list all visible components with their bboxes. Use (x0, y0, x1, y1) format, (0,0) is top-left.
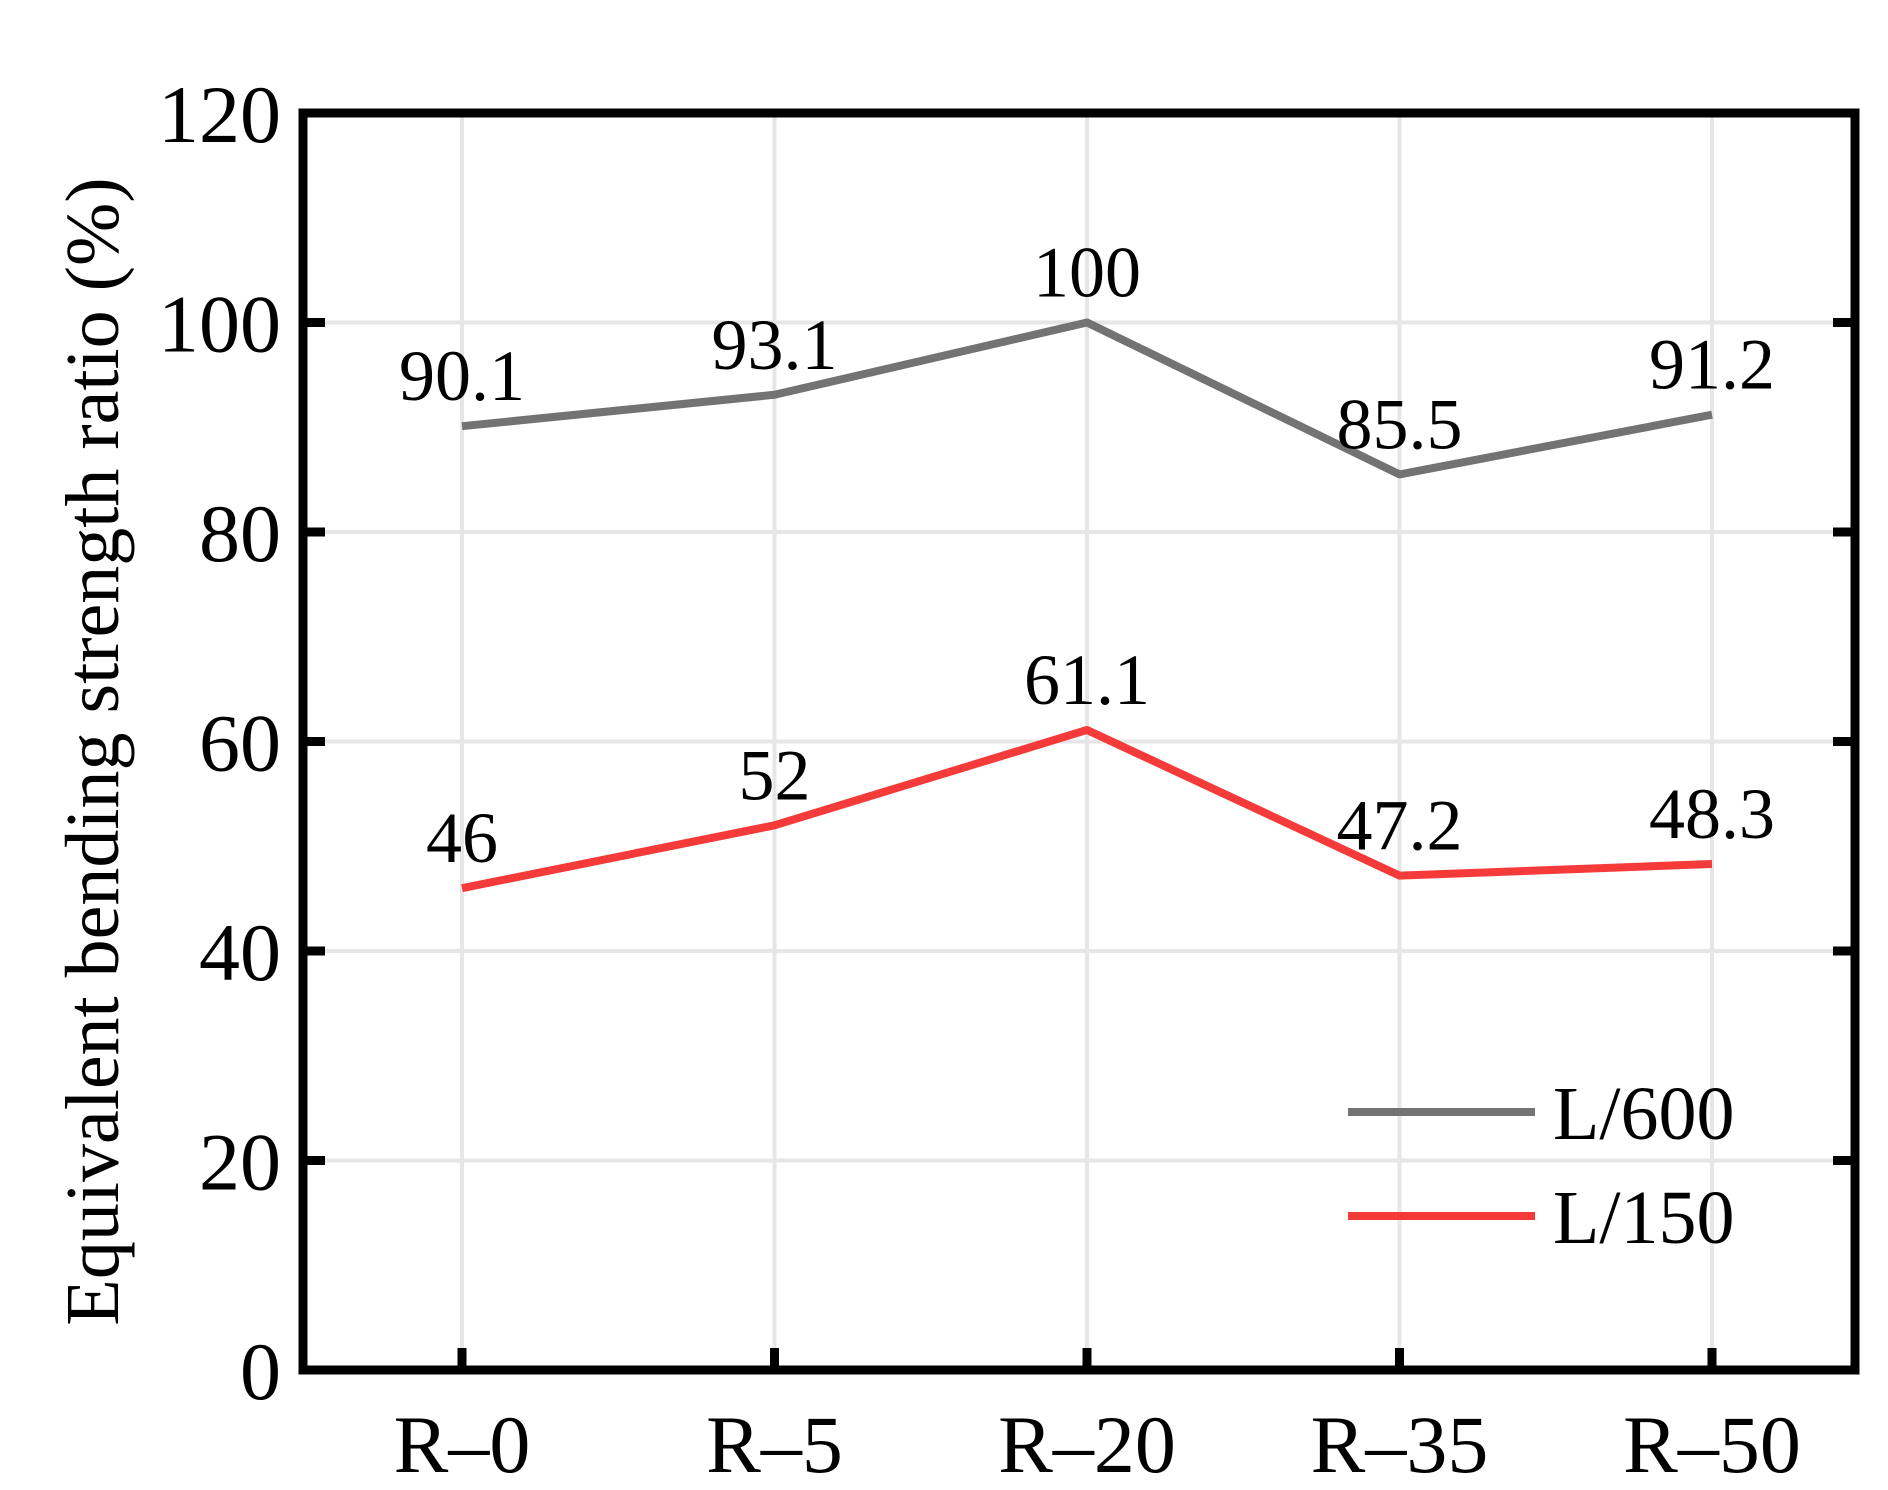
y-tick-label: 40 (199, 907, 281, 998)
legend-label: L/150 (1553, 1176, 1735, 1260)
data-label: 47.2 (1337, 786, 1463, 866)
series-layer (461, 318, 1713, 893)
data-labels: 90.1 93.1 100 85.5 91.2 46 52 61.1 47.2 48.3 (399, 233, 1775, 879)
y-tick-label: 0 (240, 1326, 281, 1417)
data-label: 93.1 (712, 305, 838, 385)
x-tick-label: R–0 (394, 1399, 531, 1490)
data-label: 91.2 (1649, 325, 1775, 405)
y-axis-title: Equivalent bending strength ratio (%) (51, 177, 135, 1325)
y-tick-label: 80 (199, 488, 281, 579)
data-label: 46 (426, 798, 498, 878)
data-label: 52 (739, 735, 811, 815)
data-label: 100 (1033, 233, 1141, 313)
axis-ticks (303, 108, 1855, 1375)
data-label: 85.5 (1337, 384, 1463, 464)
data-label: 90.1 (399, 336, 525, 416)
y-tick-label: 100 (158, 279, 281, 370)
x-tick-label: R–35 (1311, 1399, 1489, 1490)
y-tick-label: 120 (158, 69, 281, 160)
series-line-l-150 (461, 725, 1713, 893)
legend: L/600 L/150 (1348, 1072, 1735, 1260)
x-tick-label: R–5 (706, 1399, 843, 1490)
x-axis-tick-labels: R–0 R–5 R–20 R–35 R–50 (394, 1399, 1801, 1490)
legend-label: L/600 (1553, 1072, 1735, 1156)
data-label: 61.1 (1024, 640, 1150, 720)
series-line-l-600 (461, 318, 1713, 479)
x-tick-label: R–50 (1623, 1399, 1801, 1490)
data-label: 48.3 (1649, 774, 1775, 854)
x-tick-label: R–20 (998, 1399, 1176, 1490)
y-axis-tick-labels: 0 20 40 60 80 100 120 (158, 69, 281, 1417)
y-tick-label: 60 (199, 698, 281, 789)
y-tick-label: 20 (199, 1117, 281, 1208)
